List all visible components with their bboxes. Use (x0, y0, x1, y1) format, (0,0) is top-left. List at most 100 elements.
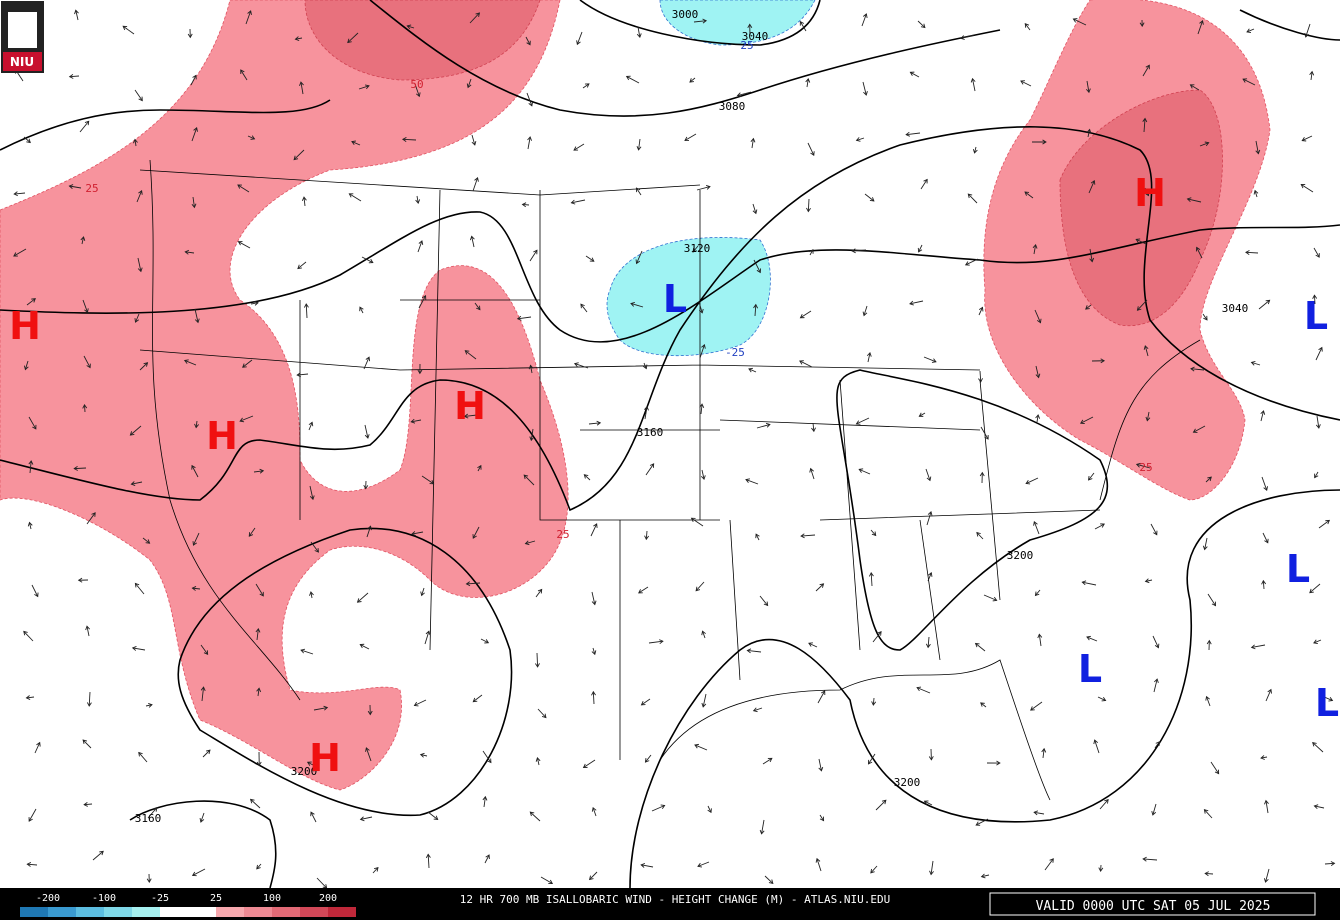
wind-head (1186, 197, 1192, 203)
wind-shaft (917, 20, 926, 28)
wind-head (309, 495, 315, 501)
wind-shaft (924, 800, 933, 806)
wind-head (256, 687, 262, 693)
wind-head (584, 83, 590, 88)
wind-arrow (694, 743, 708, 751)
wind-shaft (309, 485, 314, 500)
wind-arrow (79, 120, 90, 133)
wind-arrow (866, 351, 872, 363)
wind-head (99, 850, 104, 856)
wind-head (1304, 32, 1310, 38)
wind-head (871, 701, 877, 706)
wind-head (752, 209, 758, 215)
wind-shaft (474, 302, 481, 310)
wind-shaft (1314, 295, 1316, 305)
wind-arrow (469, 12, 481, 24)
change-label: 50 (410, 78, 423, 91)
wind-arrow (1031, 139, 1047, 145)
wind-arrow (1321, 695, 1334, 702)
wind-shaft (875, 799, 887, 811)
wind-shaft (245, 10, 252, 25)
wind-shaft (1097, 696, 1106, 701)
wind-head (242, 363, 247, 368)
wind-head (364, 84, 370, 90)
wind-shaft (421, 475, 434, 485)
wind-shaft (407, 25, 415, 29)
wind-shaft (420, 754, 428, 757)
wind-head (591, 690, 596, 696)
wind-arrow (1255, 140, 1261, 155)
wind-arrow (1079, 416, 1094, 424)
wind-head (184, 249, 190, 255)
change-label: 25 (1139, 461, 1152, 474)
wind-shaft (526, 92, 533, 106)
legend-tick-label: 200 (319, 893, 337, 904)
wind-head (425, 630, 431, 636)
wind-head (1312, 294, 1318, 299)
wind-head (763, 601, 769, 607)
wind-head (1101, 696, 1107, 702)
wind-shaft (1145, 579, 1153, 582)
wind-arrow (1030, 701, 1043, 711)
wind-head (259, 468, 265, 474)
wind-shaft (689, 77, 696, 83)
wind-shaft (972, 78, 976, 92)
wind-shaft (978, 307, 983, 316)
wind-arrow (1139, 19, 1145, 28)
wind-head (881, 799, 887, 805)
wind-shaft (916, 687, 931, 694)
wind-arrow (347, 32, 359, 44)
fall-area (659, 0, 816, 46)
wind-arrow (764, 875, 774, 884)
wind-shaft (358, 85, 370, 90)
wind-arrow (242, 359, 253, 368)
wind-shaft (297, 261, 307, 269)
wind-head (521, 202, 527, 208)
wind-shaft (250, 799, 261, 809)
wind-shaft (26, 298, 36, 306)
wind-arrow (309, 485, 315, 501)
wind-arrow (191, 196, 197, 209)
wind-arrow (591, 690, 596, 705)
wind-head (1153, 530, 1158, 536)
wind-shaft (1035, 365, 1040, 378)
wind-head (476, 305, 481, 311)
wind-shaft (967, 193, 978, 204)
wind-shaft (411, 531, 424, 535)
wind-arrow (696, 185, 711, 191)
wind-head (420, 591, 425, 597)
wind-head (429, 479, 435, 485)
wind-arrow (1085, 304, 1092, 310)
wind-head (255, 627, 261, 633)
wind-shaft (592, 647, 596, 655)
wind-head (980, 702, 985, 707)
wind-arrow (644, 530, 650, 541)
wind-arrow (700, 469, 706, 481)
wind-shaft (919, 412, 926, 417)
wind-shaft (806, 78, 809, 88)
wind-arrow (875, 799, 887, 811)
wind-arrow (1204, 871, 1214, 877)
wind-arrow (28, 416, 37, 430)
wind-shaft (981, 874, 990, 878)
wind-arrow (1309, 583, 1321, 594)
wind-arrow (868, 572, 874, 587)
wind-head (1204, 871, 1209, 877)
wind-arrow (1263, 868, 1270, 883)
wind-arrow (424, 630, 431, 645)
wind-shaft (809, 249, 814, 256)
wind-shaft (297, 373, 309, 376)
wind-shaft (357, 592, 369, 603)
wind-arrow (484, 854, 490, 864)
wind-shaft (360, 816, 373, 820)
wind-shaft (799, 21, 807, 32)
wind-head (415, 92, 421, 98)
wind-shaft (807, 198, 810, 212)
wind-head (254, 300, 259, 306)
wind-shaft (517, 316, 532, 320)
wind-shaft (923, 356, 937, 363)
wind-arrow (972, 146, 978, 154)
wind-arrow (417, 363, 423, 375)
wind-head (767, 757, 773, 763)
wind-head (1263, 486, 1268, 491)
